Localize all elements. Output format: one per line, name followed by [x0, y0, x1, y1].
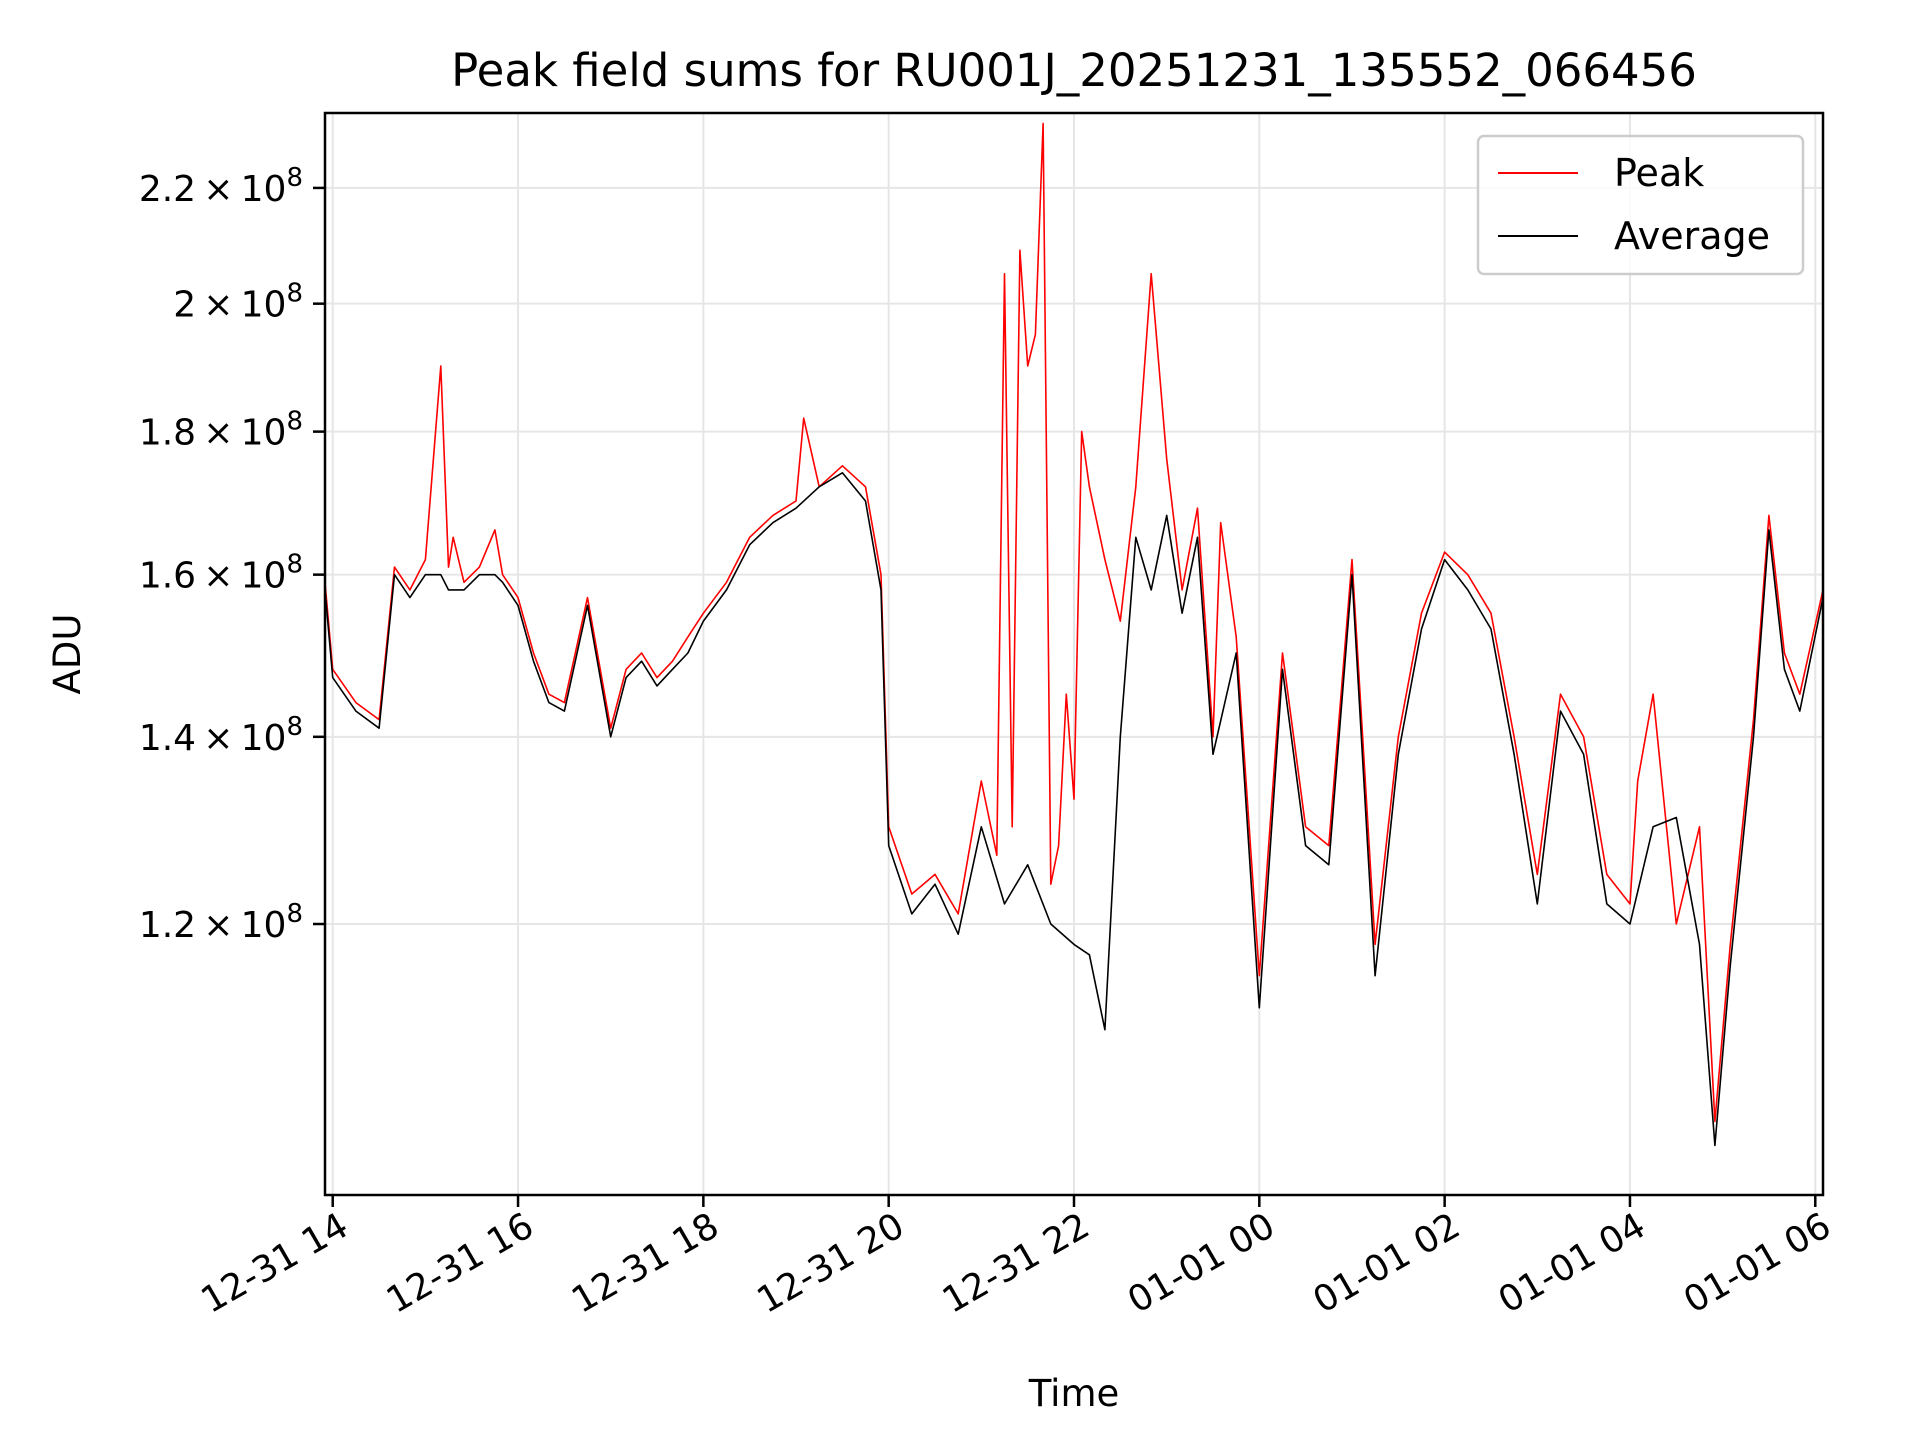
y-tick-mantissa: 1.8 — [139, 413, 196, 454]
x-tick-label: 12-31 20 — [751, 1205, 912, 1321]
x-tick-label: 01-01 06 — [1677, 1205, 1838, 1321]
y-tick-exponent: 8 — [286, 712, 303, 742]
y-tick-mantissa: 1.4 — [139, 718, 196, 759]
x-axis-title: Time — [1028, 1372, 1120, 1415]
x-tick-label: 12-31 22 — [936, 1205, 1097, 1321]
y-tick-label: 1.6 × 108 — [139, 550, 303, 597]
grid — [325, 113, 1823, 1195]
legend: Peak Average — [1476, 134, 1805, 276]
series-line-average — [324, 471, 1824, 1147]
y-tick-exponent: 8 — [286, 899, 303, 929]
series-line-peak — [324, 122, 1824, 1123]
legend-label-peak: Peak — [1614, 151, 1704, 195]
chart-title: Peak field sums for RU001J_20251231_1355… — [451, 44, 1697, 97]
x-tick-label: 12-31 16 — [380, 1205, 541, 1321]
ticks: 12-31 14 12-31 16 12-31 18 12-31 20 12-31 22… — [139, 163, 1838, 1322]
y-tick-label: 2 × 108 — [173, 279, 303, 326]
y-tick-mantissa: 2.2 — [139, 169, 196, 210]
x-tick-label: 01-01 02 — [1306, 1205, 1467, 1321]
y-tick-mantissa: 1.6 — [139, 556, 196, 597]
series-layer — [324, 122, 1824, 1147]
x-tick-label: 12-31 14 — [195, 1205, 356, 1321]
y-tick-mantissa: 2 — [173, 285, 196, 326]
legend-label-average: Average — [1614, 214, 1770, 258]
x-tick-label: 01-01 00 — [1121, 1205, 1282, 1321]
x-tick-label: 01-01 04 — [1492, 1205, 1653, 1321]
y-tick-mantissa: 1.2 — [139, 905, 196, 946]
y-tick-label: 1.8 × 108 — [139, 407, 303, 454]
x-tick-label: 12-31 18 — [565, 1205, 726, 1321]
y-tick-label: 1.4 × 108 — [139, 712, 303, 759]
y-tick-exponent: 8 — [286, 550, 303, 580]
legend-box — [1476, 134, 1805, 276]
y-tick-label: 2.2 × 108 — [139, 163, 303, 210]
y-tick-exponent: 8 — [286, 407, 303, 437]
y-tick-exponent: 8 — [286, 163, 303, 193]
y-tick-exponent: 8 — [286, 279, 303, 309]
y-tick-label: 1.2 × 108 — [139, 899, 303, 946]
y-axis-title: ADU — [46, 614, 89, 695]
